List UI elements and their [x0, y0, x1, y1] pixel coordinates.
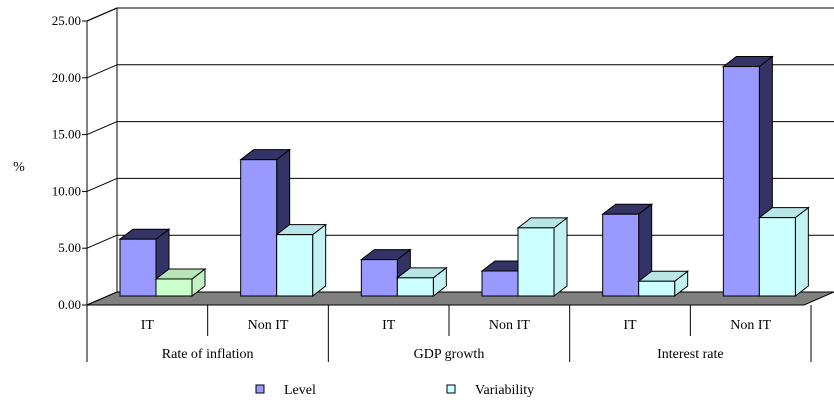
y-tick-label: 5.00 — [58, 240, 81, 255]
y-tick-label: 20.00 — [52, 70, 81, 85]
bar-variability-5 — [757, 206, 810, 298]
legend-swatch — [446, 384, 456, 394]
bars — [118, 55, 810, 298]
bar-level-4 — [601, 203, 654, 298]
bar-variability-4 — [637, 270, 690, 298]
x-group-label: GDP growth — [414, 347, 485, 362]
x-axis: IT Non IT IT Non IT IT Non IT Rate of inflatio… — [86, 305, 812, 362]
gridline-wall-diagonal — [86, 121, 118, 136]
gridline-wall-diagonal — [86, 64, 118, 79]
x-tick-label: IT — [141, 318, 155, 333]
bar-variability-3 — [516, 216, 569, 298]
y-tick-label: 25.00 — [52, 13, 81, 28]
y-axis-label: % — [13, 160, 25, 175]
legend-swatch — [255, 384, 265, 394]
x-group-label: Interest rate — [657, 347, 723, 362]
y-tick-labels: 0.00 5.00 10.00 15.00 20.00 25.00 — [52, 13, 81, 312]
legend: Level Variability — [255, 383, 534, 398]
chart-back-wall — [87, 8, 834, 305]
gridline-wall-diagonal — [86, 234, 118, 249]
y-axis — [86, 7, 118, 305]
x-tick-label: IT — [623, 318, 637, 333]
legend-label: Level — [284, 383, 316, 398]
chart-floor — [86, 291, 834, 306]
x-tick-label: Non IT — [489, 318, 530, 333]
bar-variability-0 — [154, 267, 207, 298]
gridline-wall-diagonal — [86, 177, 118, 192]
wall-top-edge — [86, 7, 118, 22]
x-tick-label: IT — [382, 318, 396, 333]
x-tick-label: Non IT — [730, 318, 771, 333]
bar-level-2 — [359, 248, 412, 298]
x-group-label: Rate of inflation — [162, 347, 254, 362]
bar-variability-2 — [395, 266, 448, 298]
legend-label: Variability — [475, 383, 534, 398]
gridlines — [82, 7, 834, 306]
y-tick-label: 10.00 — [52, 183, 81, 198]
y-tick-label: 15.00 — [52, 127, 81, 142]
y-tick-label: 0.00 — [58, 297, 81, 312]
x-tick-label: Non IT — [248, 318, 289, 333]
bar-variability-1 — [275, 223, 328, 298]
